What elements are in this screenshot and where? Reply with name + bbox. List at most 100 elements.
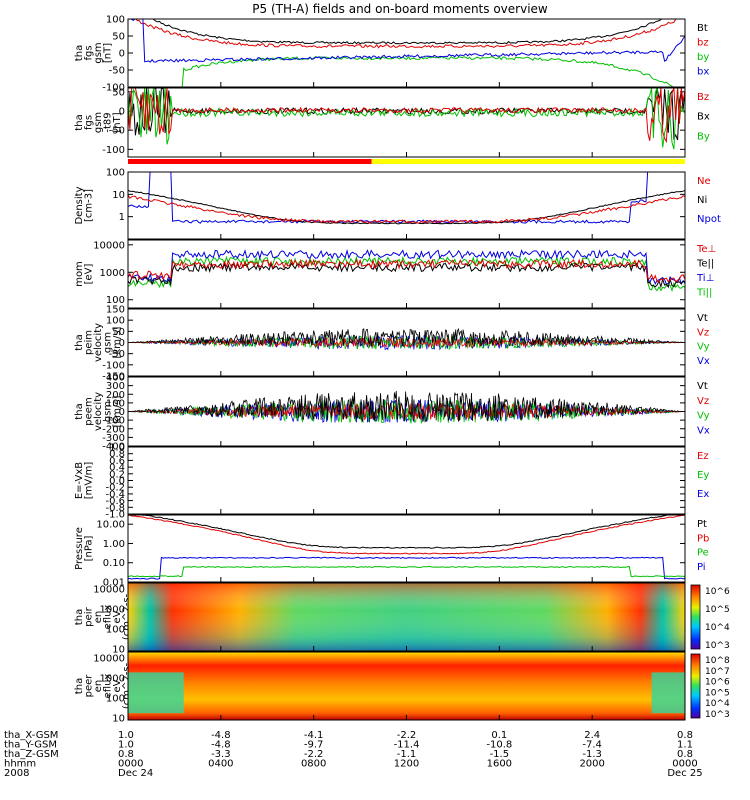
series-by: [181, 55, 675, 87]
colorbar-tick: 10^3: [705, 710, 730, 720]
ylabel-peir_spec: eV: [112, 610, 123, 623]
series-bz: [135, 19, 681, 49]
legend-peem-3: Vx: [697, 425, 710, 436]
xaxis-value: 2.4: [584, 730, 600, 741]
series-Pi: [128, 556, 685, 580]
colorbar-tick: 10^4: [705, 699, 730, 709]
ytick-label: 0.01: [103, 578, 125, 589]
legend-peim-1: Vz: [697, 327, 709, 338]
xaxis-value: -9.7: [304, 740, 324, 751]
panel-density: Density[cm-3] 100 10 1 Ne Ni Npot: [74, 168, 721, 240]
colorbar-tick: 10^4: [705, 623, 730, 633]
legend-pressure-0: Pt: [697, 519, 707, 530]
legend-density-0: Ne: [697, 176, 711, 187]
ytick-label: -100: [102, 360, 125, 371]
mode-bar-segment: [128, 159, 372, 164]
plot-area-pressure: [128, 515, 685, 580]
ylabel-fgs_t89: [nT]: [112, 112, 123, 132]
xaxis-row-label: tha_Y-GSM: [4, 740, 57, 751]
ylabel-peir_spec: eflux: [103, 605, 114, 630]
colorbar-tick: 10^5: [705, 688, 730, 698]
ylabel-peim: gsm: [103, 332, 114, 353]
ylabel-peem: tha: [74, 403, 85, 419]
xaxis-value: 0400: [208, 759, 233, 770]
ytick-label: -400: [102, 442, 125, 453]
ylabel-peer_spec: eflux: [103, 674, 114, 699]
ytick-label: -100: [102, 83, 125, 94]
colorbar-tick: 10^6: [705, 678, 730, 688]
legend-peem-2: Vy: [697, 411, 710, 422]
ytick-label: 150: [106, 305, 125, 316]
ylabel-density: [cm-3]: [84, 189, 95, 222]
xaxis-value: -7.4: [582, 740, 602, 751]
ytick-label: 100: [106, 295, 125, 306]
xaxis-value: Dec 24: [118, 768, 153, 779]
xaxis-value: -10.8: [486, 740, 512, 751]
xaxis-value: -11.4: [394, 740, 420, 751]
ytick-label: -300: [102, 433, 125, 444]
colorbar-tick: 10^7: [705, 667, 730, 677]
xaxis-value: -1.3: [582, 749, 602, 760]
ytick-label: 300: [106, 381, 125, 392]
ylabel-peir_spec: (cm^2-s-: [122, 593, 133, 640]
xaxis-value: 0.8: [677, 749, 693, 760]
plot-area-peim: [128, 328, 685, 351]
legend-fgs_t89-2: By: [697, 131, 710, 142]
ytick-label: 1.00: [103, 539, 125, 550]
ytick-label: -100: [102, 145, 125, 156]
xaxis-value: -4.8: [211, 730, 231, 741]
ytick-label: -0.2: [105, 483, 125, 494]
ytick-label: 10: [112, 190, 125, 201]
panel-peir_spec: thapeirenefluxeV(cm^2-s-sr-eV)1000010001…: [74, 582, 730, 656]
ylabel-peim: [km/s]: [112, 326, 123, 358]
series-Bx: [128, 88, 685, 141]
ytick-label: -200: [102, 424, 125, 435]
plot-area-peer_spec: [128, 652, 685, 720]
ylabel-fgs: tha: [74, 45, 85, 61]
legend-pressure-1: Pb: [697, 533, 709, 544]
xaxis-row-label: tha_Z-GSM: [4, 749, 59, 760]
legend-fgs_t89-1: Bx: [697, 112, 710, 123]
series-By: [128, 88, 685, 150]
ytick-label: -0.4: [105, 489, 125, 500]
series-Pt: [139, 515, 675, 549]
ytick-label: 50: [112, 87, 125, 98]
colorbar: [690, 653, 701, 719]
ylabel-pressure: Pressure: [74, 527, 85, 570]
panel-efield: E=-VxB[mV/m]1.00.80.60.40.20.0-0.2-0.4-0…: [74, 443, 709, 521]
ytick-label: 1: [119, 212, 125, 223]
ytick-label: -50: [109, 349, 125, 360]
series-Vz: [128, 336, 685, 349]
xaxis-value: -2.2: [304, 749, 324, 760]
plot-area-temp: [128, 248, 685, 293]
ytick-label: 100: [106, 168, 125, 179]
series-Bt: [149, 19, 663, 45]
ytick-label: -1.0: [105, 510, 125, 521]
xaxis-row-label: tha_X-GSM: [4, 730, 58, 741]
xaxis-value: 0.8: [118, 749, 134, 760]
legend-peem-1: Vz: [697, 396, 709, 407]
ytick-label: 1000: [100, 268, 125, 279]
ytick-label: 10000: [93, 585, 125, 596]
legend-temp-3: Ti||: [696, 288, 712, 299]
xaxis-value: 0.8: [677, 730, 693, 741]
spectrogram-overlay: [128, 583, 685, 651]
ylabel-peem: peem: [84, 397, 95, 425]
ylabel-fgs_t89: -t89: [103, 112, 114, 132]
series-Pe: [128, 565, 685, 578]
legend-temp-1: Te||: [696, 259, 714, 270]
legend-pressure-2: Pe: [697, 548, 709, 559]
ytick-label: -50: [109, 66, 125, 77]
ytick-label: 0.0: [109, 476, 125, 487]
ytick-label: -0.8: [105, 503, 125, 514]
colorbar-tick: 10^6: [705, 587, 730, 597]
ytick-label: -150: [102, 372, 125, 383]
ytick-label: 100: [106, 316, 125, 327]
ytick-label: -100: [102, 416, 125, 427]
ytick-label: 10.00: [96, 520, 125, 531]
ytick-label: 10: [112, 645, 125, 656]
ylabel-efield: E=-VxB: [74, 462, 85, 499]
